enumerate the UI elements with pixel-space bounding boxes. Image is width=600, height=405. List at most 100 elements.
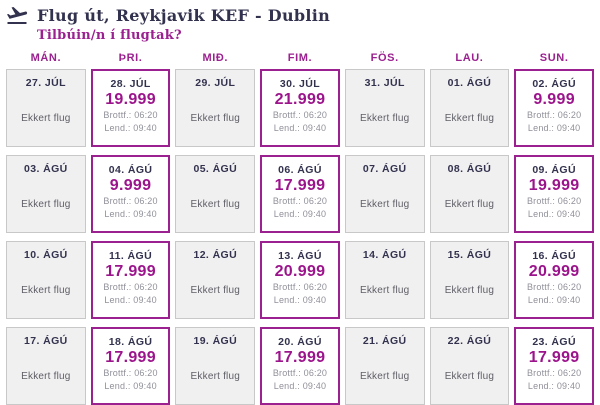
cell-departure-time: Brottf.: 06:20: [103, 368, 158, 378]
cell-date: 29. JÚL: [195, 77, 236, 89]
cell-date: 15. ÁGÚ: [447, 249, 492, 261]
no-flight-cell: 17. ÁGÚ Ekkert flug: [6, 327, 86, 405]
page-subtitle: Tilbúin/n í flugtak?: [37, 28, 182, 43]
flight-cell[interactable]: 13. ÁGÚ 20.999 Brottf.: 06:20 Lend.: 09:…: [260, 241, 340, 319]
no-flight-label: Ekkert flug: [359, 285, 410, 296]
cell-price: 17.999: [105, 263, 156, 280]
cell-date: 27. JÚL: [25, 77, 66, 89]
cell-departure-time: Brottf.: 06:20: [103, 196, 158, 206]
no-flight-label: Ekkert flug: [444, 285, 495, 296]
calendar-grid: 27. JÚL Ekkert flug 28. JÚL 19.999 Brott…: [0, 69, 600, 405]
cell-landing-time: Lend.: 09:40: [273, 208, 327, 219]
flight-cell[interactable]: 23. ÁGÚ 17.999 Brottf.: 06:20 Lend.: 09:…: [514, 327, 594, 405]
weekday-tue: ÞRI.: [118, 52, 143, 64]
cell-date: 13. ÁGÚ: [278, 250, 322, 262]
no-flight-label: Ekkert flug: [359, 113, 410, 124]
cell-date: 18. ÁGÚ: [108, 336, 153, 348]
cell-landing-time: Lend.: 09:40: [104, 380, 157, 391]
cell-landing-time: Lend.: 09:40: [273, 122, 327, 133]
cell-landing-time: Lend.: 09:40: [527, 380, 581, 391]
flight-cell[interactable]: 09. ÁGÚ 19.999 Brottf.: 06:20 Lend.: 09:…: [514, 155, 594, 233]
cell-date: 31. JÚL: [364, 77, 405, 89]
no-flight-label: Ekkert flug: [21, 371, 71, 382]
page-header: Flug út, Reykjavik KEF - Dublin: [0, 3, 600, 27]
cell-landing-time: Lend.: 09:40: [104, 122, 157, 133]
cell-departure-time: Brottf.: 06:20: [526, 110, 582, 120]
no-flight-label: Ekkert flug: [444, 199, 495, 210]
cell-departure-time: Brottf.: 06:20: [103, 282, 158, 292]
cell-date: 03. ÁGÚ: [24, 163, 68, 175]
flight-cell[interactable]: 06. ÁGÚ 17.999 Brottf.: 06:20 Lend.: 09:…: [260, 155, 340, 233]
cell-date: 07. ÁGÚ: [362, 163, 407, 175]
cell-date: 16. ÁGÚ: [532, 250, 576, 262]
weekday-fri: FÖS.: [370, 52, 399, 64]
cell-date: 11. ÁGÚ: [109, 250, 153, 262]
flight-cell[interactable]: 04. ÁGÚ 9.999 Brottf.: 06:20 Lend.: 09:4…: [90, 155, 171, 233]
cell-date: 04. ÁGÚ: [108, 164, 153, 176]
cell-date: 05. ÁGÚ: [193, 163, 238, 175]
cell-price: 17.999: [105, 349, 156, 366]
cell-departure-time: Brottf.: 06:20: [272, 110, 328, 120]
cell-date: 09. ÁGÚ: [532, 164, 576, 176]
flight-cell[interactable]: 28. JÚL 19.999 Brottf.: 06:20 Lend.: 09:…: [90, 69, 171, 147]
cell-date: 12. ÁGÚ: [193, 249, 238, 261]
flight-cell[interactable]: 30. JÚL 21.999 Brottf.: 06:20 Lend.: 09:…: [260, 69, 340, 147]
cell-landing-time: Lend.: 09:40: [104, 208, 157, 219]
weekday-thu: FIM.: [287, 52, 313, 64]
cell-departure-time: Brottf.: 06:20: [526, 282, 582, 292]
cell-date: 28. JÚL: [110, 78, 151, 90]
no-flight-cell: 19. ÁGÚ Ekkert flug: [175, 327, 256, 405]
cell-departure-time: Brottf.: 06:20: [103, 110, 158, 120]
no-flight-label: Ekkert flug: [190, 285, 240, 296]
cell-price: 20.999: [274, 263, 326, 280]
weekday-sat: LAU.: [455, 52, 484, 64]
cell-price: 17.999: [274, 349, 326, 366]
no-flight-cell: 27. JÚL Ekkert flug: [6, 69, 86, 147]
cell-date: 01. ÁGÚ: [447, 77, 492, 89]
flight-cell[interactable]: 02. ÁGÚ 9.999 Brottf.: 06:20 Lend.: 09:4…: [514, 69, 594, 147]
flight-cell[interactable]: 16. ÁGÚ 20.999 Brottf.: 06:20 Lend.: 09:…: [514, 241, 594, 319]
cell-departure-time: Brottf.: 06:20: [272, 282, 328, 292]
no-flight-cell: 05. ÁGÚ Ekkert flug: [175, 155, 256, 233]
cell-landing-time: Lend.: 09:40: [273, 380, 327, 391]
no-flight-cell: 07. ÁGÚ Ekkert flug: [344, 155, 425, 233]
flight-cell[interactable]: 11. ÁGÚ 17.999 Brottf.: 06:20 Lend.: 09:…: [90, 241, 171, 319]
cell-landing-time: Lend.: 09:40: [104, 294, 157, 305]
page-title: Flug út, Reykjavik KEF - Dublin: [37, 5, 331, 25]
cell-price: 19.999: [528, 177, 580, 194]
cell-landing-time: Lend.: 09:40: [527, 122, 581, 133]
cell-price: 9.999: [533, 91, 575, 108]
flight-cell[interactable]: 20. ÁGÚ 17.999 Brottf.: 06:20 Lend.: 09:…: [260, 327, 340, 405]
weekday-sun: SUN.: [539, 52, 569, 64]
cell-date: 19. ÁGÚ: [193, 335, 238, 347]
no-flight-cell: 29. JÚL Ekkert flug: [175, 69, 256, 147]
flight-cell[interactable]: 18. ÁGÚ 17.999 Brottf.: 06:20 Lend.: 09:…: [90, 327, 171, 405]
no-flight-cell: 12. ÁGÚ Ekkert flug: [175, 241, 256, 319]
cell-price: 17.999: [274, 177, 326, 194]
no-flight-label: Ekkert flug: [21, 285, 71, 296]
cell-date: 17. ÁGÚ: [24, 335, 68, 347]
no-flight-cell: 15. ÁGÚ Ekkert flug: [429, 241, 510, 319]
cell-date: 30. JÚL: [279, 78, 321, 90]
cell-date: 23. ÁGÚ: [532, 336, 576, 348]
no-flight-cell: 08. ÁGÚ Ekkert flug: [429, 155, 510, 233]
cell-price: 21.999: [274, 91, 326, 108]
no-flight-cell: 03. ÁGÚ Ekkert flug: [6, 155, 86, 233]
cell-departure-time: Brottf.: 06:20: [272, 368, 328, 378]
weekday-wed: MIÐ.: [202, 52, 229, 64]
no-flight-label: Ekkert flug: [190, 371, 240, 382]
cell-price: 9.999: [109, 177, 152, 194]
no-flight-label: Ekkert flug: [21, 199, 71, 210]
weekday-header-row: MÁN. ÞRI. MIÐ. FIM. FÖS. LAU. SUN.: [0, 52, 600, 64]
no-flight-cell: 31. JÚL Ekkert flug: [344, 69, 425, 147]
cell-date: 20. ÁGÚ: [278, 336, 322, 348]
cell-landing-time: Lend.: 09:40: [527, 208, 581, 219]
weekday-mon: MÁN.: [30, 52, 62, 64]
cell-date: 10. ÁGÚ: [24, 249, 68, 261]
no-flight-label: Ekkert flug: [21, 113, 71, 124]
no-flight-label: Ekkert flug: [359, 199, 410, 210]
no-flight-cell: 22. ÁGÚ Ekkert flug: [429, 327, 510, 405]
plane-departure-icon: [7, 6, 28, 25]
cell-date: 14. ÁGÚ: [362, 249, 407, 261]
